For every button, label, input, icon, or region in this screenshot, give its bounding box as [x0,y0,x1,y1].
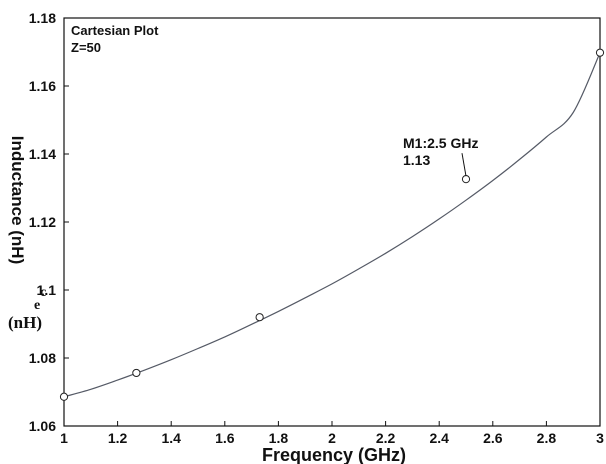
marker-points [59,48,605,401]
marker-point [595,48,605,57]
y-tick-label: 1.18 [29,10,56,26]
x-tick-label: 1.2 [108,430,128,446]
chart-subtitle: Z=50 [71,40,101,55]
y-tick-label: 1.14 [29,146,56,162]
marker-annotation-label: M1:2.5 GHz [403,135,478,151]
x-axis-title: Frequency (GHz) [262,445,406,464]
x-tick-label: 2.6 [483,430,503,446]
marker-point [59,392,69,401]
x-tick-label: 3 [596,430,604,446]
y-tick-label: 1.1 [37,282,57,298]
marker-point [132,368,141,378]
marker-point [461,175,471,184]
series-line [63,52,601,398]
y-tick-label: 1.06 [29,418,56,434]
y-axis-ticks: 1.06 1.08 1.1 1.12 1.14 1.16 1.18 [29,10,69,434]
plot-frame [63,17,601,427]
y-tick-label: 1.16 [29,78,56,94]
x-tick-label: 1 [60,430,68,446]
y-label-sub-c: c [40,285,46,300]
y-tick-label: 1.12 [29,214,56,230]
x-tick-label: 2.8 [537,430,557,446]
y-tick-label: 1.08 [29,350,56,366]
x-axis-ticks: 1 1.2 1.4 1.6 1.8 2 2.2 2.4 2.6 2.8 3 [60,421,604,446]
x-tick-label: 1.6 [215,430,235,446]
x-tick-label: 2.2 [376,430,396,446]
marker-annotation-value: 1.13 [403,152,430,168]
y-label-unit: (nH) [8,313,42,332]
x-tick-label: 2 [328,430,336,446]
x-tick-label: 1.8 [269,430,289,446]
y-label-sub-e: e [34,298,40,313]
marker-point [255,313,264,322]
y-axis-title: Inductance (nH) [8,136,27,264]
annotation-leader-line [461,153,467,177]
x-tick-label: 2.4 [429,430,449,446]
chart-title: Cartesian Plot [71,23,159,38]
x-tick-label: 1.4 [161,430,181,446]
